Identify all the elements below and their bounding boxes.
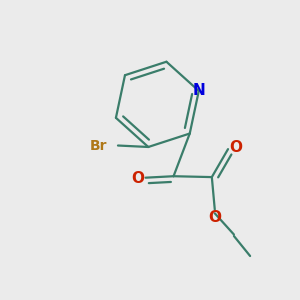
Text: O: O [208,210,222,225]
Text: O: O [131,171,144,186]
Text: Br: Br [90,139,107,152]
Text: O: O [229,140,242,155]
Text: N: N [192,83,205,98]
